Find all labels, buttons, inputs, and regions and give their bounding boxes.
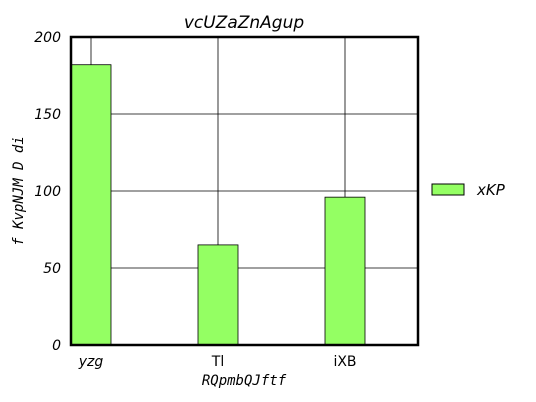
y-tick-label-50: 50 xyxy=(43,261,61,277)
chart-title: vcUZaZnAgup xyxy=(184,13,305,33)
grid-lines xyxy=(71,37,418,345)
legend-label-xkp: xKP xyxy=(476,181,506,199)
y-tick-label-200: 200 xyxy=(34,30,61,46)
y-tick-label-100: 100 xyxy=(34,184,61,200)
y-tick-label-150: 150 xyxy=(34,107,61,123)
legend: xKP xyxy=(431,181,506,199)
plot-frame xyxy=(69,35,420,347)
y-tick-label-0: 0 xyxy=(52,338,61,354)
x-tick-label-tl: Tl xyxy=(211,354,224,370)
y-axis-ticks: 0 50 100 150 200 xyxy=(34,30,61,354)
y-axis-label: f KvpNJM D di xyxy=(11,136,27,246)
legend-swatch-xkp xyxy=(431,183,465,196)
bar-tl xyxy=(197,244,239,346)
x-axis-ticks: yzg Tl iXB xyxy=(78,354,357,370)
bar-yzg xyxy=(70,64,112,346)
bars xyxy=(70,64,366,346)
x-axis-label: RQpmbQJftf xyxy=(202,373,287,389)
x-tick-label-ixb: iXB xyxy=(333,354,356,370)
x-tick-label-yzg: yzg xyxy=(78,354,104,370)
bar-ixb xyxy=(324,196,366,346)
